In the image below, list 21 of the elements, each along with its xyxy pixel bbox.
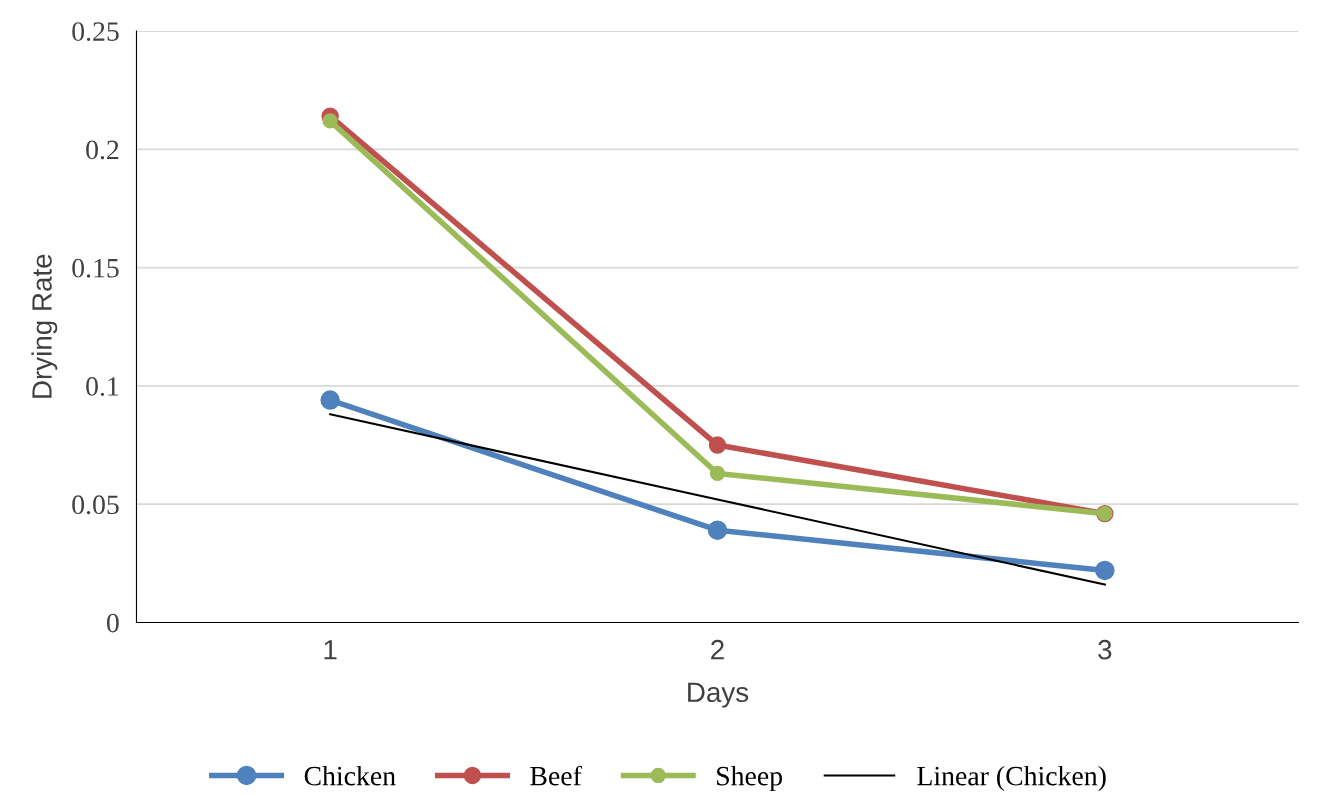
y-tick-label: 0.15 [72, 258, 119, 278]
point [322, 113, 338, 129]
y-tick-label: 0.1 [86, 377, 119, 396]
legend-label: Linear (Chicken) [917, 765, 1106, 792]
point [320, 390, 340, 410]
y-tick-label: 0.2 [86, 140, 119, 160]
y-tick-label: 0 [106, 613, 119, 633]
legend-label: Chicken [304, 765, 396, 786]
x-tick-label: 3 [1098, 639, 1112, 660]
point [707, 520, 728, 540]
point [708, 436, 727, 454]
point [709, 465, 726, 482]
y-tick-label: 0.25 [72, 22, 119, 42]
x-tick-label: 2 [711, 639, 724, 660]
y-tick-label: 0.05 [72, 495, 119, 515]
x-tick-label: 1 [324, 640, 337, 660]
legend-label: Sheep [717, 765, 782, 792]
legend-label: Beef [530, 765, 582, 786]
x-axis-title: Days [688, 682, 749, 708]
y-axis-title: Drying Rate [31, 254, 58, 398]
point [1095, 560, 1115, 581]
